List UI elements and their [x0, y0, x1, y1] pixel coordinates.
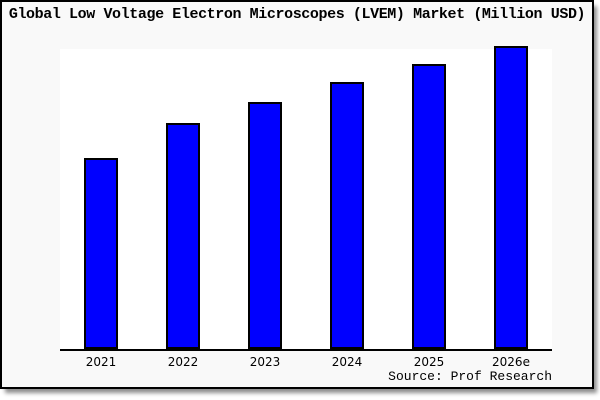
bar-2023	[248, 102, 282, 349]
x-tick-label-2023: 2023	[249, 355, 281, 369]
x-tick-label-2025: 2025	[413, 355, 445, 369]
x-tick-label-2026e: 2026e	[492, 355, 530, 369]
bar-2021	[84, 158, 118, 349]
source-credit: Source: Prof Research	[388, 369, 552, 384]
chart-frame: Global Low Voltage Electron Microscopes …	[0, 0, 594, 389]
bar-2025	[412, 64, 446, 349]
bar-2022	[166, 123, 200, 349]
x-tick-label-2022: 2022	[167, 355, 199, 369]
chart-title: Global Low Voltage Electron Microscopes …	[8, 6, 586, 23]
bar-2024	[330, 82, 364, 349]
bar-2026e	[494, 46, 528, 349]
plot-area	[60, 46, 552, 351]
x-tick-label-2024: 2024	[331, 355, 363, 369]
x-tick-label-2021: 2021	[85, 355, 117, 369]
